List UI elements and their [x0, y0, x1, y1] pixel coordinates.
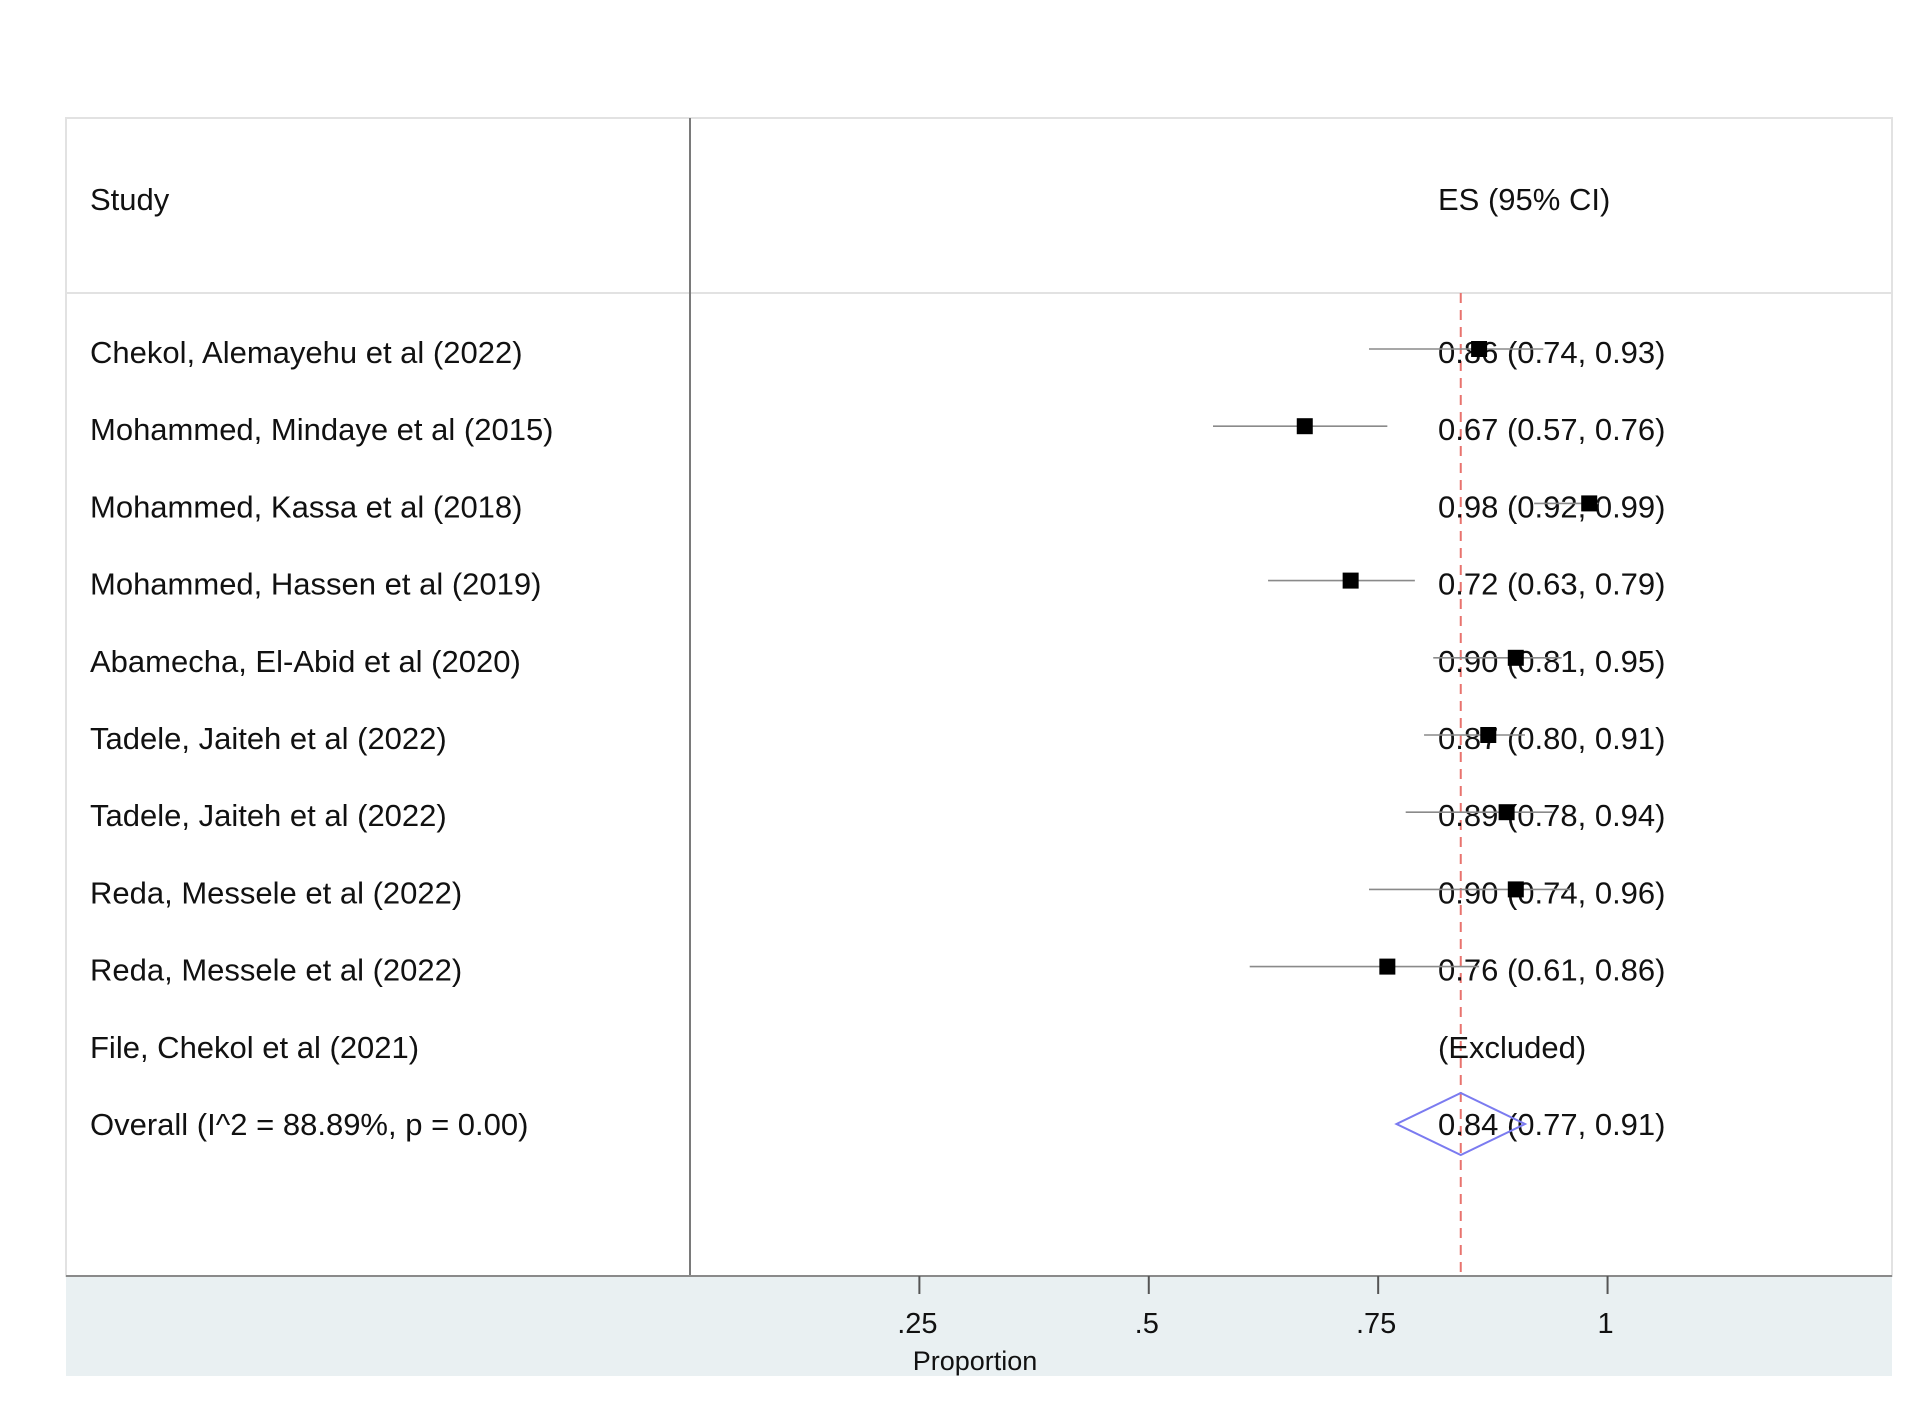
- x-axis-label: Proportion: [913, 1346, 1038, 1376]
- study-rows: Chekol, Alemayehu et al (2022) 0.86 (0.74…: [90, 335, 1666, 1157]
- point-estimate-marker: [1379, 958, 1396, 975]
- point-estimate-marker: [1507, 881, 1524, 898]
- point-estimate-marker: [1480, 727, 1497, 743]
- study-row: Mohammed, Hassen et al (2019) 0.72 (0.63,…: [90, 567, 1666, 602]
- study-row: File, Chekol et al (2021) (Excluded): [90, 1030, 1586, 1065]
- overall-diamond: [1394, 1091, 1528, 1157]
- study-label: Mohammed, Kassa et al (2018): [90, 489, 523, 524]
- study-row: Mohammed, Mindaye et al (2015) 0.67 (0.57…: [90, 412, 1666, 447]
- overall-row: Overall (I^2 = 88.89%, p = 0.00) 0.84 (0.…: [90, 1091, 1666, 1157]
- study-estimate-text: 0.89 (0.78, 0.94): [1438, 798, 1666, 833]
- study-label: Mohammed, Hassen et al (2019): [90, 567, 541, 602]
- x-tick-label: .75: [1356, 1308, 1396, 1340]
- study-row: Chekol, Alemayehu et al (2022) 0.86 (0.74…: [90, 335, 1666, 370]
- study-column-header: Study: [90, 182, 170, 217]
- study-estimate-text: (Excluded): [1438, 1030, 1586, 1065]
- study-row: Tadele, Jaiteh et al (2022) 0.87 (0.80, 0…: [90, 721, 1666, 756]
- study-estimate-text: 0.87 (0.80, 0.91): [1438, 721, 1666, 756]
- study-row: Reda, Messele et al (2022) 0.76 (0.61, 0.…: [90, 953, 1666, 988]
- estimate-column-header: ES (95% CI): [1438, 182, 1610, 217]
- study-estimate-text: 0.98 (0.92, 0.99): [1438, 489, 1666, 524]
- study-label: Chekol, Alemayehu et al (2022): [90, 335, 523, 370]
- study-label: Abamecha, El-Abid et al (2020): [90, 644, 521, 679]
- study-label: Tadele, Jaiteh et al (2022): [90, 798, 447, 833]
- study-label: Tadele, Jaiteh et al (2022): [90, 721, 447, 756]
- x-axis: .25 .5 .75 1: [897, 1276, 1614, 1340]
- study-row: Abamecha, El-Abid et al (2020) 0.90 (0.81…: [90, 644, 1666, 679]
- point-estimate-marker: [1507, 649, 1524, 666]
- study-row: Mohammed, Kassa et al (2018) 0.98 (0.92, …: [90, 489, 1666, 524]
- study-label: File, Chekol et al (2021): [90, 1030, 419, 1065]
- study-row: Reda, Messele et al (2022) 0.90 (0.74, 0.…: [90, 875, 1666, 910]
- overall-label: Overall (I^2 = 88.89%, p = 0.00): [90, 1107, 528, 1142]
- x-tick-label: .25: [897, 1308, 937, 1340]
- study-estimate-text: 0.90 (0.74, 0.96): [1438, 875, 1666, 910]
- x-tick-label: 1: [1597, 1308, 1613, 1340]
- axis-band: [66, 1276, 1892, 1376]
- point-estimate-marker: [1581, 495, 1598, 512]
- plot-frame: [65, 117, 1893, 1277]
- overall-estimate-text: 0.84 (0.77, 0.91): [1438, 1107, 1666, 1142]
- study-estimate-text: 0.72 (0.63, 0.79): [1438, 567, 1666, 602]
- study-label: Reda, Messele et al (2022): [90, 875, 462, 910]
- study-estimate-text: 0.67 (0.57, 0.76): [1438, 412, 1666, 447]
- point-estimate-marker: [1342, 572, 1359, 589]
- study-label: Mohammed, Mindaye et al (2015): [90, 412, 554, 447]
- point-estimate-marker: [1471, 341, 1488, 357]
- point-estimate-marker: [1498, 804, 1515, 821]
- study-estimate-text: 0.90 (0.81, 0.95): [1438, 644, 1666, 679]
- point-estimate-marker: [1296, 418, 1313, 435]
- study-estimate-text: 0.76 (0.61, 0.86): [1438, 953, 1666, 988]
- study-label: Reda, Messele et al (2022): [90, 953, 462, 988]
- x-tick-label: .5: [1135, 1308, 1159, 1340]
- study-row: Tadele, Jaiteh et al (2022) 0.89 (0.78, 0…: [90, 798, 1666, 833]
